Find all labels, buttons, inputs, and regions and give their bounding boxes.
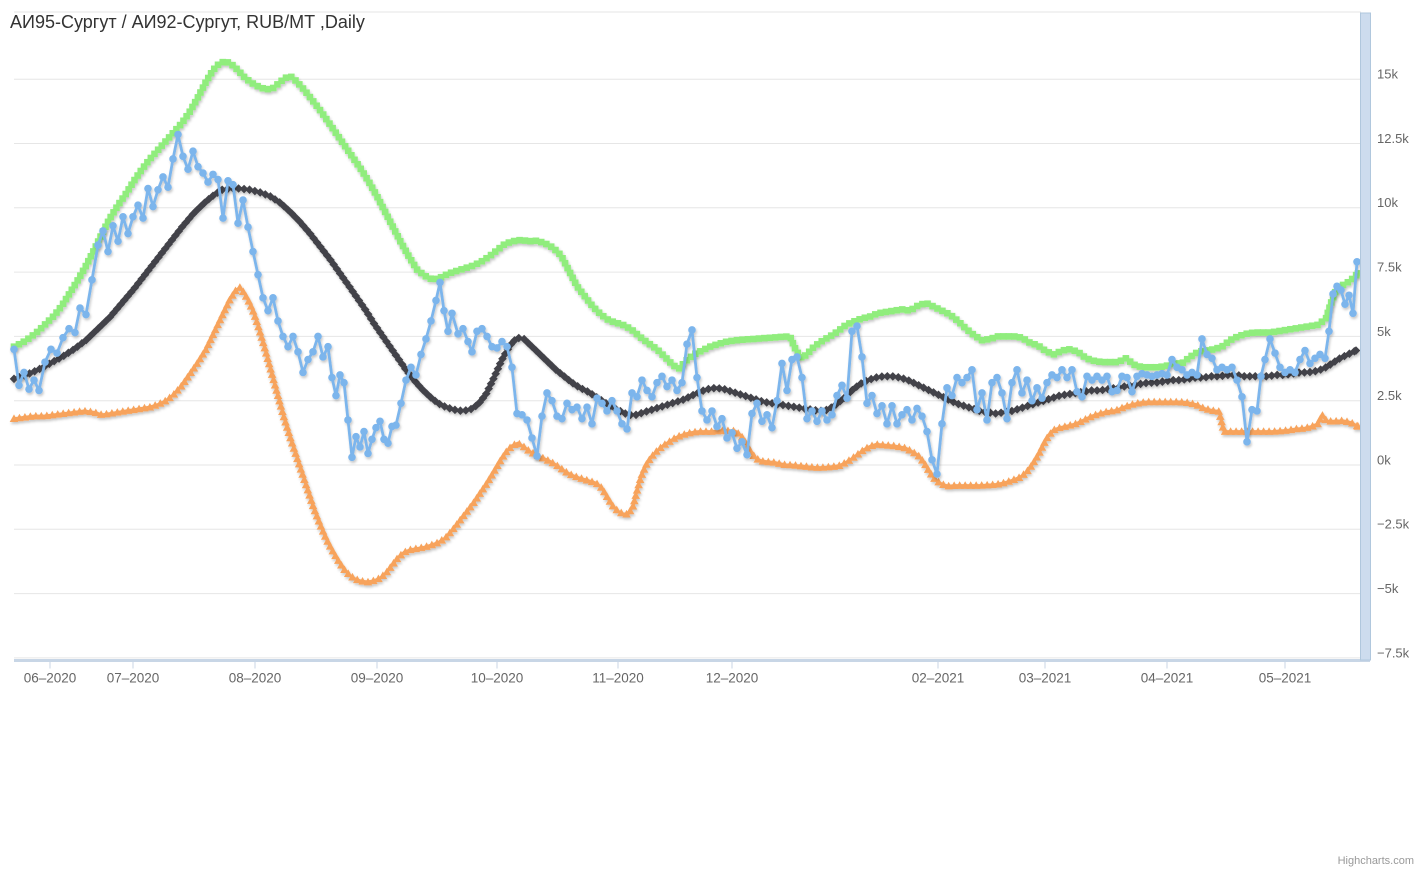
y-axis-label: 12.5k — [1377, 131, 1409, 146]
series-green-markers[interactable] — [10, 58, 1362, 372]
series-green-line[interactable] — [12, 59, 1360, 371]
y-scrollbar[interactable] — [1360, 12, 1371, 661]
highcharts-credits-link[interactable]: Highcharts.com — [1337, 855, 1414, 867]
series-blue[interactable] — [10, 130, 1361, 478]
y-axis-label: 5k — [1377, 324, 1391, 339]
x-axis-label: 09–2020 — [351, 671, 404, 686]
series-black[interactable] — [9, 184, 1361, 420]
x-axis-label: 08–2020 — [229, 671, 282, 686]
x-axis-label: 03–2021 — [1019, 671, 1072, 686]
x-axis-label: 11–2020 — [592, 671, 644, 686]
series-green[interactable] — [10, 58, 1362, 372]
series-blue-line[interactable] — [12, 133, 1359, 476]
x-axis-label: 05–2021 — [1259, 671, 1312, 686]
y-axis-label: 7.5k — [1377, 260, 1402, 275]
y-axis-label: −5k — [1377, 581, 1399, 596]
y-axis-label: −2.5k — [1377, 517, 1410, 532]
series-orange-markers[interactable] — [9, 283, 1363, 586]
series-orange[interactable] — [9, 283, 1363, 586]
x-axis-label: 02–2021 — [912, 671, 965, 686]
y-axis-label: 10k — [1377, 195, 1398, 210]
x-axis-label: 04–2021 — [1141, 671, 1194, 686]
x-axis-label: 12–2020 — [706, 671, 759, 686]
x-axis-label: 10–2020 — [471, 671, 524, 686]
series-blue-markers[interactable] — [10, 130, 1361, 478]
x-axis-label: 07–2020 — [107, 671, 160, 686]
y-axis-label: −7.5k — [1377, 645, 1410, 660]
y-axis-label: 15k — [1377, 67, 1398, 82]
y-axis-label: 0k — [1377, 452, 1391, 467]
x-axis-label: 06–2020 — [24, 671, 77, 686]
chart-title: АИ95-Сургут / АИ92-Сургут, RUB/MT ,Daily — [10, 12, 365, 32]
y-axis-label: 2.5k — [1377, 388, 1402, 403]
